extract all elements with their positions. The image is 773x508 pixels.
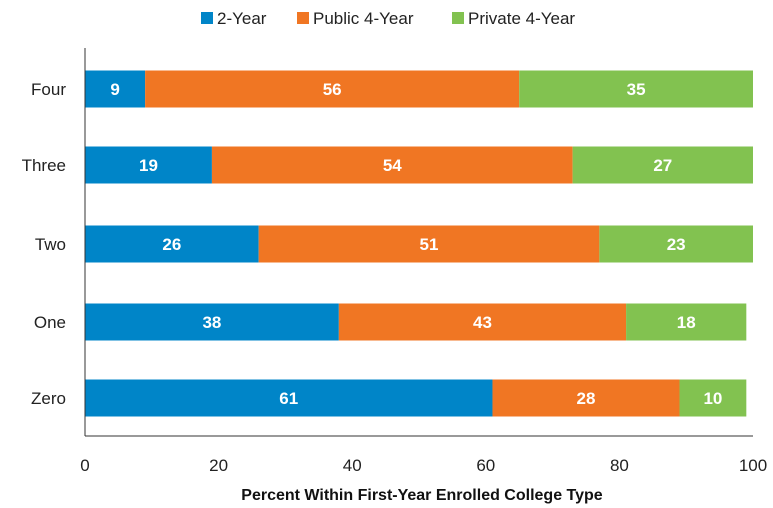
category-labels: Four Three Two One Zero [22, 80, 67, 408]
legend-label-private-4-year: Private 4-Year [468, 9, 575, 28]
bar-one-2-year [85, 303, 339, 341]
category-label-four: Four [31, 80, 66, 99]
bar-two-public-4-year [258, 225, 600, 263]
x-tick-label-100: 100 [739, 456, 767, 475]
bars: 9 56 35 19 54 27 26 51 23 38 43 18 61 28 10 [85, 70, 753, 417]
bar-three-public-4-year [211, 146, 573, 184]
legend-swatch-private-4-year [452, 12, 464, 24]
bar-zero-2-year [85, 379, 493, 417]
legend-label-2-year: 2-Year [217, 9, 267, 28]
bar-label-two-public-4-year: 51 [420, 235, 439, 254]
bar-four-public-4-year [145, 70, 520, 108]
bar-label-one-private-4-year: 18 [677, 313, 696, 332]
category-label-one: One [34, 313, 66, 332]
bar-label-four-2-year: 9 [110, 80, 119, 99]
axes [84, 48, 753, 437]
bar-label-two-2-year: 26 [162, 235, 181, 254]
bar-label-zero-private-4-year: 10 [703, 389, 722, 408]
bar-label-two-private-4-year: 23 [667, 235, 686, 254]
legend-swatch-public-4-year [297, 12, 309, 24]
bar-three-2-year [85, 146, 212, 184]
bar-label-three-public-4-year: 54 [383, 156, 402, 175]
x-tick-label-60: 60 [476, 456, 495, 475]
bar-label-one-2-year: 38 [202, 313, 221, 332]
x-tick-label-80: 80 [610, 456, 629, 475]
category-label-zero: Zero [31, 389, 66, 408]
x-tick-label-40: 40 [343, 456, 362, 475]
bar-two-2-year [85, 225, 259, 263]
bar-one-public-4-year [338, 303, 627, 341]
x-tick-label-20: 20 [209, 456, 228, 475]
bar-label-four-public-4-year: 56 [323, 80, 342, 99]
legend-label-public-4-year: Public 4-Year [313, 9, 414, 28]
bar-label-three-private-4-year: 27 [653, 156, 672, 175]
legend-swatch-2-year [201, 12, 213, 24]
legend: 2-Year Public 4-Year Private 4-Year [201, 9, 575, 28]
bar-one-private-4-year [626, 303, 747, 341]
bar-two-private-4-year [599, 225, 753, 263]
bar-label-one-public-4-year: 43 [473, 313, 492, 332]
bar-label-three-2-year: 19 [139, 156, 158, 175]
bar-three-private-4-year [572, 146, 753, 184]
x-tick-labels: 0 20 40 60 80 100 [80, 456, 767, 475]
bar-label-four-private-4-year: 35 [627, 80, 646, 99]
x-tick-label-0: 0 [80, 456, 89, 475]
bar-label-zero-2-year: 61 [279, 389, 298, 408]
x-axis-title: Percent Within First-Year Enrolled Colle… [241, 487, 603, 504]
bar-label-zero-public-4-year: 28 [577, 389, 596, 408]
bar-four-2-year [85, 70, 146, 108]
bar-zero-public-4-year [492, 379, 680, 417]
bar-zero-private-4-year [679, 379, 747, 417]
bar-four-private-4-year [519, 70, 753, 108]
category-label-two: Two [35, 235, 66, 254]
category-label-three: Three [22, 156, 66, 175]
